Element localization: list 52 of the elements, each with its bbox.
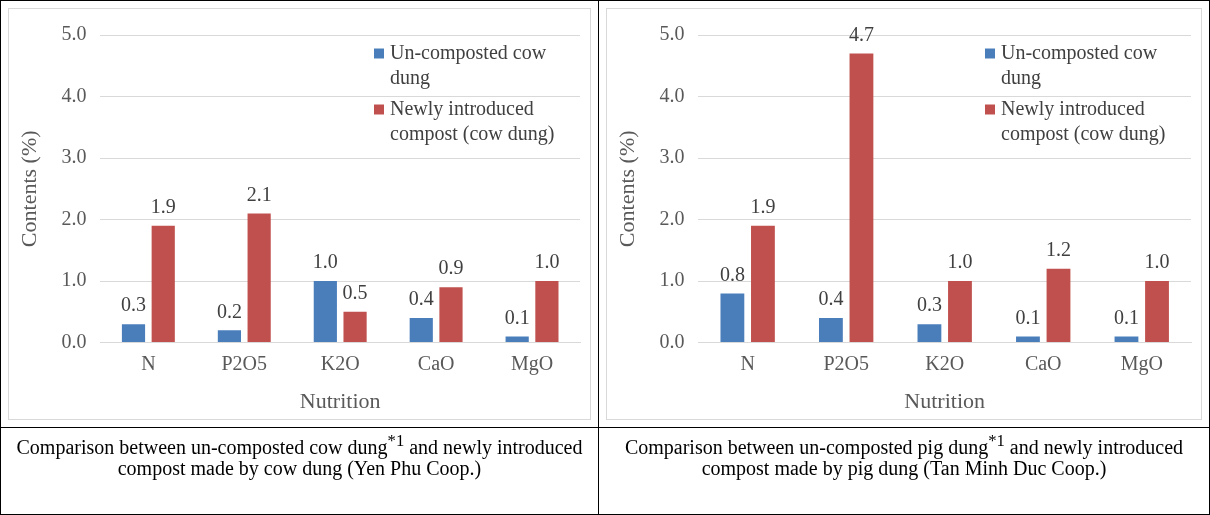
y-tick-label: 5.0: [61, 22, 87, 45]
data-label: 0.1: [1113, 305, 1139, 328]
y-tick-label: 2.0: [659, 206, 685, 229]
y-tick-label: 2.0: [61, 206, 87, 229]
data-label: 1.0: [947, 250, 973, 273]
data-label: 0.1: [504, 305, 530, 328]
data-label: 0.1: [1015, 305, 1041, 328]
y-tick-label: 3.0: [659, 145, 685, 168]
y-axis-title: Contents (%): [613, 130, 639, 248]
legend-label: Newly introduced compost (cow dung): [390, 96, 555, 145]
data-label: 1.9: [750, 194, 776, 217]
x-tick-label: P2O5: [221, 351, 268, 374]
data-label: 0.9: [438, 256, 464, 279]
x-tick-label: K2O: [925, 351, 965, 374]
data-label: 0.4: [818, 287, 844, 310]
data-label: 1.0: [1144, 250, 1170, 273]
data-label: 0.5: [342, 281, 368, 304]
data-label: 0.3: [916, 293, 942, 316]
data-label: 0.3: [120, 293, 146, 316]
y-tick-label: 4.0: [659, 83, 685, 106]
x-tick-label: CaO: [1024, 351, 1062, 374]
y-axis-title: Contents (%): [15, 130, 41, 248]
data-label: 4.7: [848, 22, 874, 45]
y-tick-label: 3.0: [61, 145, 87, 168]
text: Comparison between un-composted pig dung$^{*1}$ and newly introduced compost made by pig dung (Tan Minh Duc Coop.): [623, 430, 1185, 482]
x-axis-title: Nutrition: [299, 387, 381, 413]
y-tick-label: 1.0: [61, 268, 87, 291]
legend-label: Un-composted cow dung: [390, 40, 547, 89]
data-label: 1.9: [150, 194, 176, 217]
data-label: 0.2: [216, 299, 242, 322]
legend-label: Newly introduced compost (cow dung): [1001, 96, 1166, 145]
legend-label: Un-composted cow dung: [1001, 40, 1158, 89]
data-label: 1.0: [312, 250, 338, 273]
x-axis-title: Nutrition: [904, 387, 986, 413]
data-label: 1.0: [534, 250, 560, 273]
x-tick-label: K2O: [320, 351, 360, 374]
data-label: 0.4: [408, 287, 434, 310]
data-label: 1.2: [1045, 238, 1071, 261]
y-tick-label: 1.0: [659, 268, 685, 291]
y-tick-label: 5.0: [659, 22, 685, 45]
data-label: 2.1: [246, 182, 272, 205]
y-tick-label: 0.0: [659, 329, 685, 352]
x-tick-label: MgO: [1120, 351, 1163, 375]
x-tick-label: CaO: [417, 351, 455, 374]
x-tick-label: N: [740, 351, 755, 374]
x-tick-label: P2O5: [823, 351, 869, 374]
x-tick-label: N: [141, 351, 156, 374]
x-tick-label: MgO: [510, 351, 554, 375]
data-label: 0.8: [719, 262, 745, 285]
text: Comparison between un-composted cow dung$^{*1}$ and newly introduced compost made by cow dung (Yen Phu Coop.): [15, 430, 584, 482]
y-tick-label: 4.0: [61, 83, 87, 106]
y-tick-label: 0.0: [61, 329, 87, 352]
